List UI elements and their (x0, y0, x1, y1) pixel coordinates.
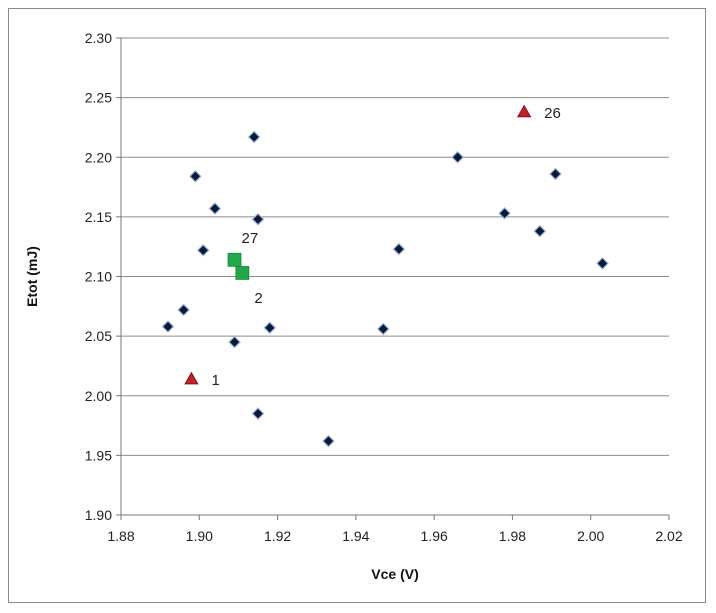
data-point-diamond-1 (177, 303, 190, 317)
y-tick-label-0: 1.90 (85, 507, 112, 523)
data-point-diamond-3 (196, 243, 210, 257)
x-tick-label-4: 1.96 (421, 528, 448, 544)
data-point-diamond-7 (251, 212, 265, 226)
x-tick-label-1: 1.90 (186, 528, 213, 544)
data-point-diamond-14 (498, 206, 511, 220)
y-axis-title: Etot (mJ) (24, 246, 40, 307)
x-axis-title: Vce (V) (371, 566, 418, 582)
data-point-diamond-0 (161, 320, 175, 333)
data-point-square-0 (227, 252, 242, 267)
x-tick-label-3: 1.94 (342, 528, 369, 544)
point-label-26: 26 (544, 105, 561, 122)
y-tick-label-3: 2.05 (85, 328, 112, 344)
data-point-diamond-17 (596, 257, 609, 270)
x-tick-label-7: 2.02 (655, 528, 682, 544)
data-points (161, 104, 609, 448)
x-tick-label-5: 1.98 (499, 528, 526, 544)
y-tick-label-1: 1.95 (85, 447, 112, 463)
tick-labels: 1.90 1.95 2.00 2.05 2.10 2.15 2.20 2.25 2.30 1.88… (85, 30, 683, 544)
x-tick-label-0: 1.88 (107, 528, 134, 544)
data-point-triangle-0 (184, 371, 199, 385)
y-tick-label-4: 2.10 (85, 269, 112, 285)
data-point-diamond-16 (549, 167, 562, 181)
x-tick-label-6: 2.00 (577, 528, 604, 544)
point-label-27: 27 (242, 230, 259, 247)
y-tick-label-8: 2.30 (85, 30, 112, 46)
data-point-diamond-9 (263, 321, 277, 335)
gridlines (121, 37, 669, 516)
data-point-square-1 (235, 266, 250, 280)
data-point-diamond-4 (208, 202, 222, 215)
data-point-diamond-15 (533, 224, 547, 238)
data-point-diamond-11 (376, 322, 390, 336)
y-tick-label-5: 2.15 (85, 209, 112, 225)
data-point-diamond-13 (451, 150, 464, 164)
point-label-1: 1 (211, 372, 219, 389)
axes (116, 37, 670, 520)
data-point-diamond-8 (251, 407, 265, 420)
point-label-2: 2 (254, 290, 262, 307)
chart-frame (8, 8, 706, 603)
y-tick-label-6: 2.20 (85, 149, 112, 165)
y-tick-label-2: 2.00 (85, 388, 112, 404)
data-point-diamond-2 (189, 169, 202, 183)
y-tick-label-7: 2.25 (85, 90, 112, 106)
x-tick-label-2: 1.92 (264, 528, 291, 544)
data-point-diamond-6 (247, 130, 261, 144)
data-point-diamond-12 (392, 242, 406, 256)
data-point-diamond-5 (228, 335, 241, 349)
point-labels: 1 26 27 2 (211, 105, 560, 389)
data-point-triangle-1 (516, 104, 532, 118)
data-point-diamond-10 (322, 434, 335, 448)
